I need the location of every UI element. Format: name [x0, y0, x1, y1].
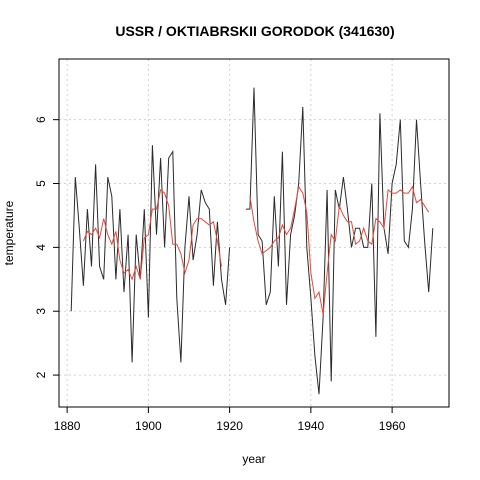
grid-lines	[59, 59, 449, 407]
series-line-smoothed	[82, 185, 430, 315]
plot-frame	[58, 58, 450, 408]
y-tick-label: 3	[34, 308, 48, 315]
x-tick-label: 1900	[135, 419, 162, 433]
y-axis: 2 3 4 5 6	[34, 116, 59, 378]
series-lines	[70, 87, 434, 395]
x-axis-label: year	[242, 452, 265, 466]
y-tick-label: 5	[34, 180, 48, 187]
x-axis: 1880 1900 1920 1940 1960	[54, 407, 406, 433]
chart-title: USSR / OKTIABRSKII GORODOK (341630)	[115, 23, 394, 39]
y-tick-label: 2	[34, 371, 48, 378]
series-line-raw	[70, 87, 434, 395]
x-tick-label: 1880	[54, 419, 81, 433]
y-axis-label: temperature	[2, 200, 16, 265]
x-tick-label: 1920	[216, 419, 243, 433]
x-tick-label: 1960	[379, 419, 406, 433]
y-tick-label: 4	[34, 244, 48, 251]
x-tick-label: 1940	[298, 419, 325, 433]
y-tick-label: 6	[34, 116, 48, 123]
